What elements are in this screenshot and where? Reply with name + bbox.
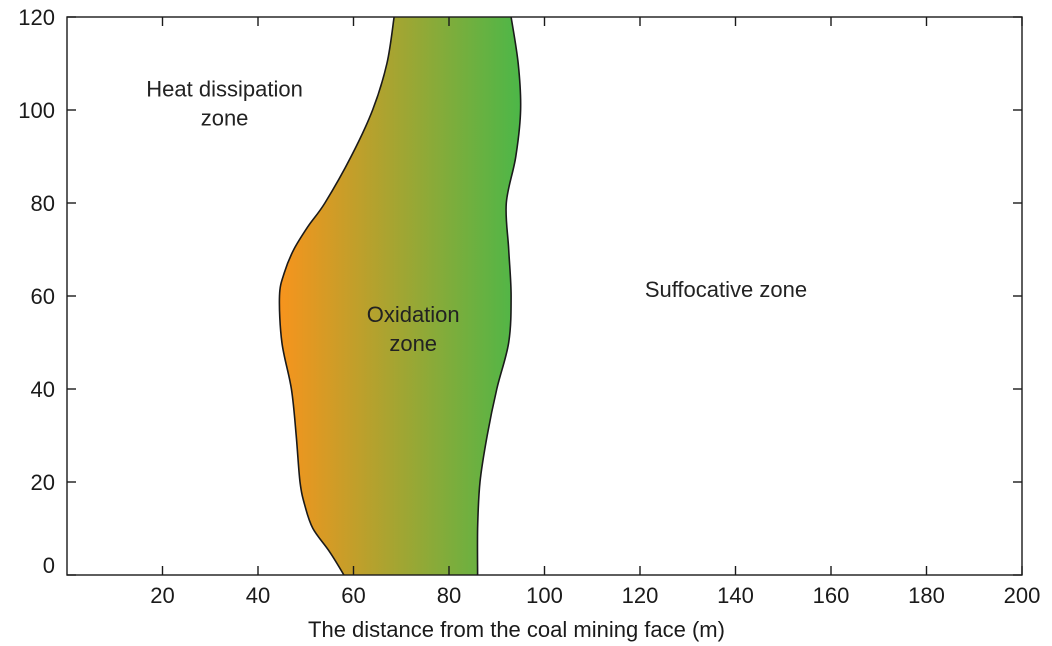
x-tick-label: 180 [908, 583, 945, 608]
y-tick-label: 80 [31, 191, 55, 216]
x-tick-label: 160 [813, 583, 850, 608]
y-tick-label: 60 [31, 284, 55, 309]
oxidation-zone-label: Oxidation zone [367, 302, 460, 356]
x-tick-label: 200 [1004, 583, 1041, 608]
oxidation-zone-area [279, 17, 521, 575]
x-axis-title: The distance from the coal mining face (… [308, 617, 725, 642]
suffocative-zone-label: Suffocative zone [645, 277, 807, 302]
oxidation-zone-left-boundary [278, 16, 395, 576]
oxidation-zone-right-boundary [476, 16, 522, 576]
x-tick-label: 120 [622, 583, 659, 608]
y-tick-label: 20 [31, 470, 55, 495]
x-tick-label: 20 [150, 583, 174, 608]
x-tick-label: 140 [717, 583, 754, 608]
x-tick-label: 60 [341, 583, 365, 608]
x-tick-label: 80 [437, 583, 461, 608]
y-tick-label: 0 [43, 553, 55, 578]
heat-dissipation-zone-label: Heat dissipation zone [146, 77, 303, 131]
y-tick-label: 120 [18, 5, 55, 30]
x-tick-label: 100 [526, 583, 563, 608]
y-tick-label: 100 [18, 98, 55, 123]
x-tick-label: 40 [246, 583, 270, 608]
y-tick-label: 40 [31, 377, 55, 402]
